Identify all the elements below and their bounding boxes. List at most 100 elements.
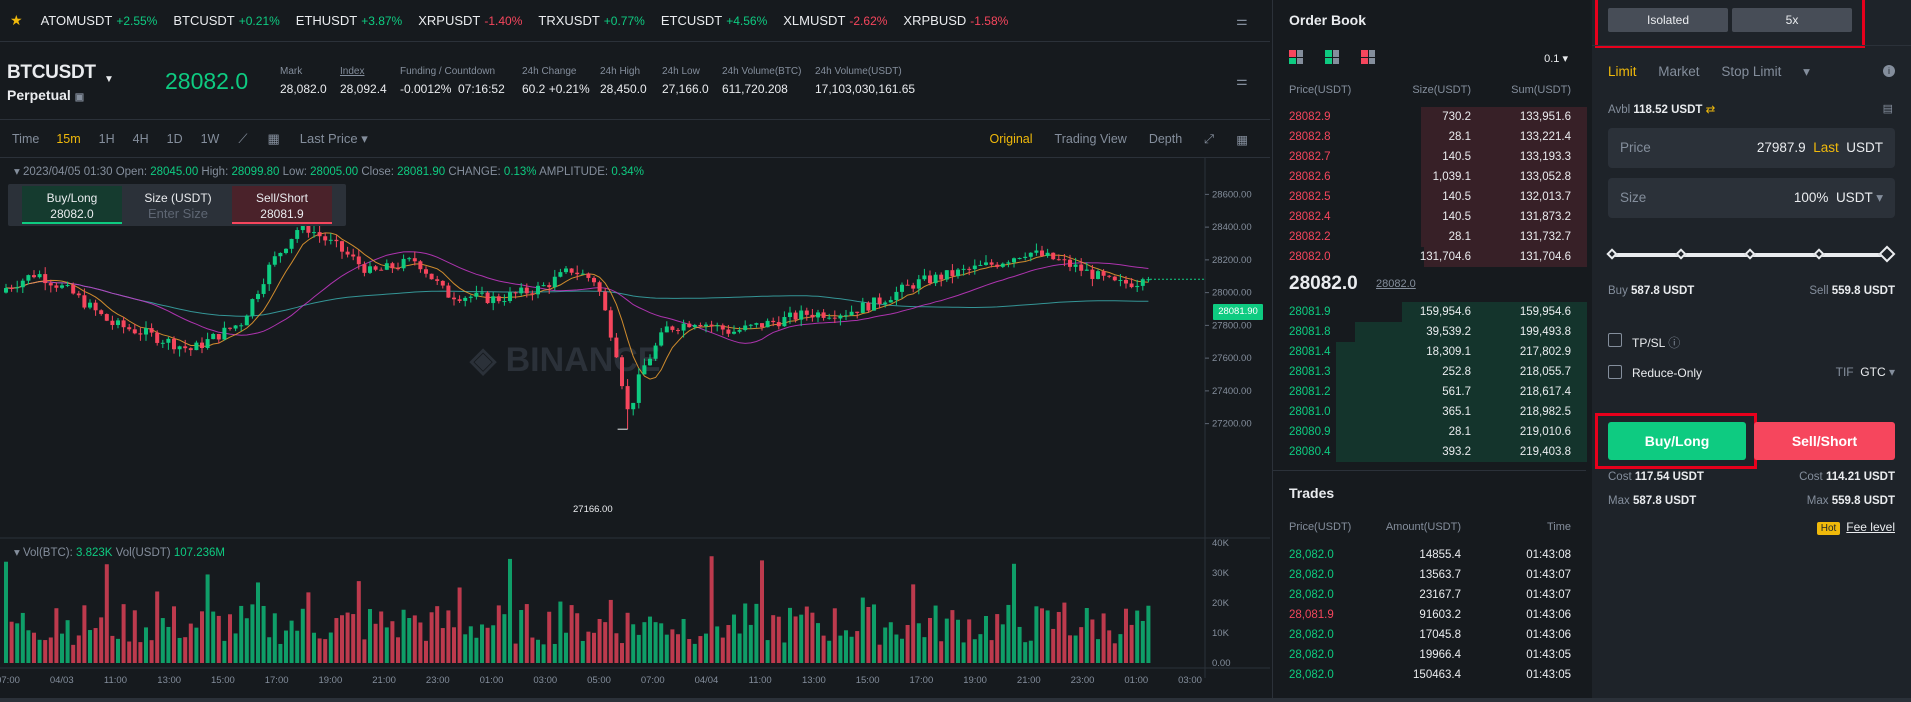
y-tick-label: 27400.00 xyxy=(1212,386,1252,397)
ask-row[interactable]: 28082.2 28.1 131,732.7 xyxy=(1273,227,1587,247)
price-type-select[interactable]: Last Price ▾ xyxy=(299,130,368,146)
volume-bar xyxy=(379,611,384,663)
tab-stop-limit[interactable]: Stop Limit ▾ xyxy=(1721,64,1810,79)
bid-row[interactable]: 28081.9 159,954.6 159,954.6 xyxy=(1273,302,1587,322)
volume-bar xyxy=(261,605,266,663)
tpsl-info-icon[interactable]: ⓘ xyxy=(1668,336,1681,350)
interval-15m[interactable]: 15m xyxy=(56,131,81,146)
precision-select[interactable]: 0.1 ▾ xyxy=(1544,53,1568,65)
layout-icon[interactable]: ▦ xyxy=(1236,132,1248,147)
size-unit-select[interactable]: USDT ▾ xyxy=(1835,190,1883,205)
book-both-icon[interactable] xyxy=(1289,50,1303,64)
candle-body xyxy=(429,273,434,280)
header-settings-icon[interactable]: ⚌ xyxy=(1236,73,1248,88)
ticker-item[interactable]: ETCUSDT +4.56% xyxy=(661,13,767,28)
ticker-settings-icon[interactable]: ⚌ xyxy=(1236,13,1248,28)
candlestick-chart[interactable]: ◈ BINANCE 28600.00 28400.00 28200.00 28000.0… xyxy=(0,158,1270,698)
trade-row: 28,082.0 14855.4 01:43:08 xyxy=(1273,545,1587,565)
ask-row[interactable]: 28082.4 140.5 131,873.2 xyxy=(1273,207,1587,227)
price-last-button[interactable]: Last xyxy=(1813,140,1839,155)
horizontal-scrollbar[interactable] xyxy=(0,698,1911,702)
symbol-name[interactable]: BTCUSDT xyxy=(7,62,96,83)
ticker-item[interactable]: XLMUSDT -2.62% xyxy=(783,13,887,28)
fullscreen-icon[interactable]: ⤢ xyxy=(1204,131,1215,146)
view-tab-depth[interactable]: Depth xyxy=(1148,132,1183,146)
ticker-item[interactable]: XRPUSDT -1.40% xyxy=(418,13,522,28)
price-value: 27987.9 xyxy=(1756,140,1806,155)
mid-mark-price[interactable]: 28082.0 xyxy=(1376,278,1416,290)
contract-type[interactable]: Perpetual ▣ xyxy=(7,87,84,103)
view-tab-trading-view[interactable]: Trading View xyxy=(1054,132,1127,146)
tif-select[interactable]: TIF GTC ▾ xyxy=(1835,365,1895,379)
trade-row: 28,082.0 17045.8 01:43:06 xyxy=(1273,625,1587,645)
ticker-item[interactable]: ATOMUSDT +2.55% xyxy=(41,13,158,28)
slider-mark-50[interactable] xyxy=(1744,248,1756,260)
tab-market[interactable]: Market xyxy=(1658,64,1700,79)
ask-row[interactable]: 28082.9 730.2 133,951.6 xyxy=(1273,107,1587,127)
collapse-caret-icon[interactable]: ▾ xyxy=(14,547,20,559)
time-label[interactable]: Time xyxy=(12,131,40,146)
bid-row[interactable]: 28081.3 252.8 218,055.7 xyxy=(1273,362,1587,382)
ask-row[interactable]: 28082.0 131,704.6 131,704.6 xyxy=(1273,247,1587,267)
info-icon[interactable]: i xyxy=(1883,65,1895,77)
ask-row[interactable]: 28082.8 28.1 133,221.4 xyxy=(1273,127,1587,147)
reduce-only-checkbox[interactable] xyxy=(1608,365,1622,379)
ask-row[interactable]: 28082.6 1,039.1 133,052.8 xyxy=(1273,167,1587,187)
interval-4h[interactable]: 4H xyxy=(132,131,149,146)
tpsl-checkbox[interactable] xyxy=(1608,333,1622,347)
book-bids-icon[interactable] xyxy=(1325,50,1339,64)
bid-row[interactable]: 28081.2 561.7 218,617.4 xyxy=(1273,382,1587,402)
margin-mode-button[interactable]: Isolated xyxy=(1608,8,1728,32)
ask-row[interactable]: 28082.5 140.5 132,013.7 xyxy=(1273,187,1587,207)
ticker-item[interactable]: XRPBUSD -1.58% xyxy=(903,13,1008,28)
price-field[interactable]: Price 27987.9 Last USDT xyxy=(1608,128,1895,168)
buy-long-button[interactable]: Buy/Long xyxy=(1608,422,1746,460)
bid-row[interactable]: 28081.4 18,309.1 217,802.9 xyxy=(1273,342,1587,362)
quick-buy-button[interactable]: Buy/Long 28082.0 xyxy=(22,186,122,224)
indicator-icon[interactable]: ⟋ xyxy=(238,130,248,146)
bid-row[interactable]: 28081.8 39,539.2 199,493.8 xyxy=(1273,322,1587,342)
tab-limit[interactable]: Limit xyxy=(1608,64,1637,79)
candle-body xyxy=(323,236,328,241)
quick-sell-button[interactable]: Sell/Short 28081.9 xyxy=(232,186,332,224)
hot-badge: Hot xyxy=(1816,522,1841,535)
view-tab-original[interactable]: Original xyxy=(989,132,1033,146)
interval-1h[interactable]: 1H xyxy=(98,131,115,146)
collapse-caret-icon[interactable]: ▾ xyxy=(14,166,20,178)
candle-body xyxy=(558,272,563,277)
price-chart[interactable]: ◈ BINANCE 28600.00 28400.00 28200.00 28000.0… xyxy=(0,158,1270,698)
leverage-button[interactable]: 5x xyxy=(1732,8,1852,32)
fee-level-link[interactable]: Fee level xyxy=(1846,520,1895,534)
volume-bar xyxy=(418,622,423,663)
volume-bar xyxy=(26,630,31,663)
ticker-item[interactable]: BTCUSDT +0.21% xyxy=(173,13,279,28)
sell-short-button[interactable]: Sell/Short xyxy=(1754,422,1895,460)
book-asks-icon[interactable] xyxy=(1361,50,1375,64)
candle-body xyxy=(748,324,753,326)
chart-settings-icon[interactable]: ▦ xyxy=(267,130,280,146)
size-slider[interactable] xyxy=(1606,245,1896,263)
interval-1w[interactable]: 1W xyxy=(200,131,220,146)
bid-row[interactable]: 28080.9 28.1 219,010.6 xyxy=(1273,422,1587,442)
bid-row[interactable]: 28080.4 393.2 219,403.8 xyxy=(1273,442,1587,462)
volume-bar xyxy=(88,630,92,663)
candle-body xyxy=(345,251,350,255)
ticker-item[interactable]: ETHUSDT +3.87% xyxy=(296,13,402,28)
calculator-icon[interactable]: ▤ xyxy=(1882,103,1893,115)
ask-row[interactable]: 28082.7 140.5 133,193.3 xyxy=(1273,147,1587,167)
candle-body xyxy=(670,326,675,330)
x-tick-label: 23:00 xyxy=(1071,675,1095,686)
bid-row[interactable]: 28081.0 365.1 218,982.5 xyxy=(1273,402,1587,422)
favorites-star-icon[interactable]: ★ xyxy=(10,12,23,28)
contract-info-icon[interactable]: ▣ xyxy=(74,92,85,103)
slider-mark-75[interactable] xyxy=(1813,248,1825,260)
quick-size-input[interactable]: Size (USDT) Enter Size xyxy=(126,186,230,224)
ticker-item[interactable]: TRXUSDT +0.77% xyxy=(538,13,644,28)
symbol-dropdown-icon[interactable]: ▼ xyxy=(104,74,114,85)
slider-handle[interactable] xyxy=(1878,245,1896,263)
transfer-icon[interactable]: ⇄ xyxy=(1705,104,1716,116)
slider-mark-0[interactable] xyxy=(1606,248,1618,260)
size-field[interactable]: Size 100% USDT ▾ xyxy=(1608,178,1895,218)
interval-1d[interactable]: 1D xyxy=(166,131,183,146)
slider-mark-25[interactable] xyxy=(1675,248,1687,260)
